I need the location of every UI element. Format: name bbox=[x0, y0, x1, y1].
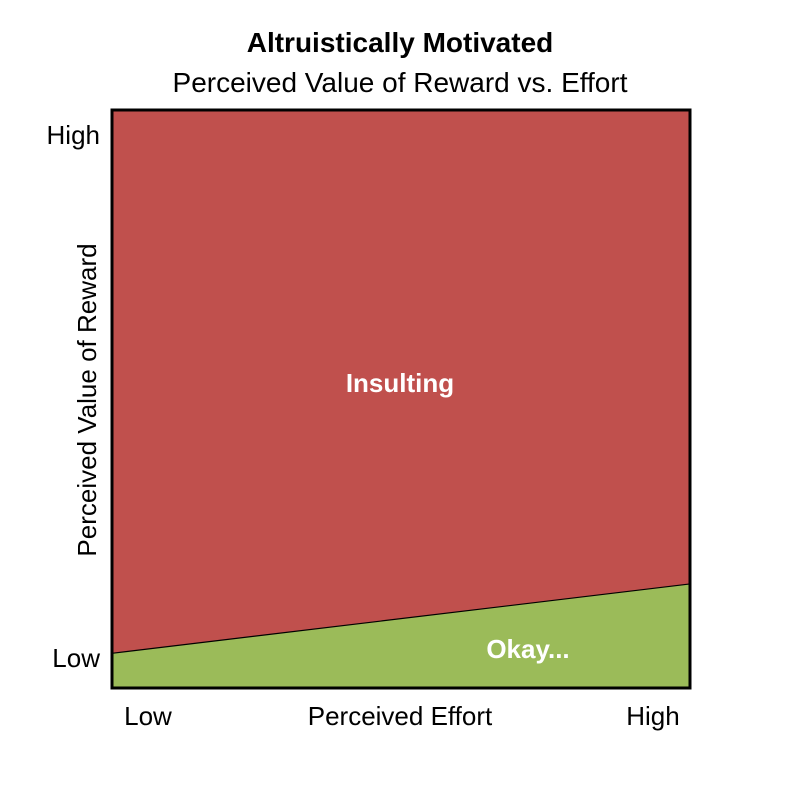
plot-frame bbox=[110, 108, 692, 690]
chart-title: Altruistically Motivated bbox=[247, 27, 554, 58]
y-axis-label: Perceived Value of Reward bbox=[72, 243, 102, 556]
y-tick-high: High bbox=[47, 120, 100, 150]
chart-subtitle: Perceived Value of Reward vs. Effort bbox=[173, 67, 628, 98]
x-axis-label: Perceived Effort bbox=[308, 701, 493, 731]
boundary-line bbox=[111, 583, 691, 654]
x-tick-high: High bbox=[626, 701, 679, 731]
region-label-okay: Okay... bbox=[486, 634, 569, 664]
region-okay bbox=[112, 583, 690, 688]
region-label-insulting: Insulting bbox=[346, 368, 454, 398]
x-tick-low: Low bbox=[124, 701, 172, 731]
region-insulting bbox=[112, 110, 690, 654]
y-tick-low: Low bbox=[52, 643, 100, 673]
